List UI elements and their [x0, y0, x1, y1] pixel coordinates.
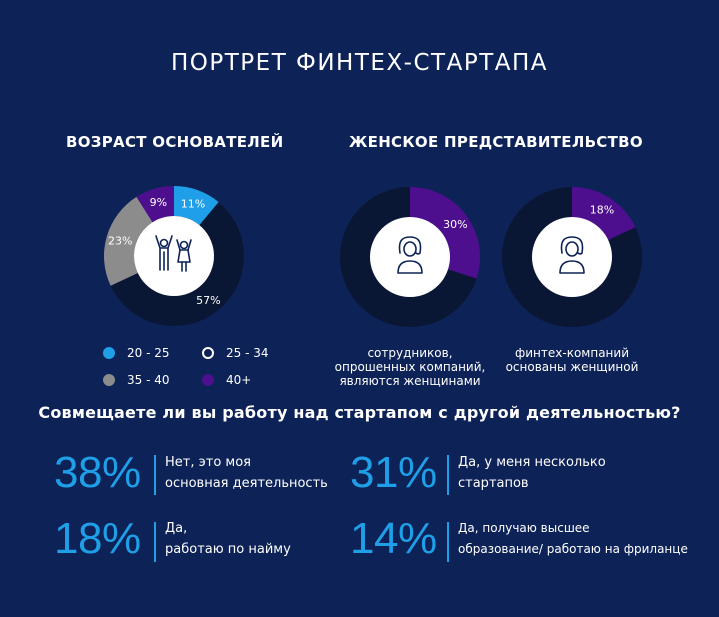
donut-slice-label: 9%	[150, 196, 167, 209]
stat-value-18: 18%	[54, 514, 141, 563]
donut-slice-label: 18%	[590, 204, 614, 217]
age-donut-chart: 11% 57% 23% 9%	[104, 186, 244, 326]
stat-divider	[154, 522, 156, 562]
legend-label: 20 - 25	[127, 346, 170, 360]
legend-label: 25 - 34	[226, 346, 269, 360]
legend-item-20-25: 20 - 25	[103, 346, 170, 360]
female-employees-caption: сотрудников, опрошенных компаний, являют…	[334, 346, 486, 388]
legend-label: 40+	[226, 373, 252, 387]
donut-slice-label: 11%	[181, 197, 205, 210]
donut-slice	[174, 186, 219, 226]
woman-icon	[397, 236, 423, 274]
woman-icon	[559, 236, 585, 274]
donut-slice-label: 30%	[443, 218, 467, 231]
legend-dot-20-25	[103, 347, 115, 359]
female-founders-donut-center	[532, 217, 612, 297]
legend-label: 35 - 40	[127, 373, 170, 387]
donut-slice	[410, 187, 480, 279]
donut-slice	[502, 187, 642, 327]
legend-dot-35-40	[103, 374, 115, 386]
age-donut-center	[134, 216, 214, 296]
legend-item-25-34: 25 - 34	[202, 346, 269, 360]
question-title: Совмещаете ли вы работу над стартапом с …	[38, 403, 681, 422]
people-icon	[155, 235, 192, 272]
stat-text-38: Нет, это моя основная деятельность	[165, 455, 328, 491]
donut-slice	[104, 196, 153, 286]
donut-slice-label: 23%	[108, 234, 132, 247]
female-founders-caption: финтех-компаний основaны женщиной	[505, 346, 639, 374]
female-employees-donut-center	[370, 217, 450, 297]
stat-divider	[447, 455, 449, 495]
age-section-title: ВОЗРАСТ ОСНОВАТЕЛЕЙ	[66, 133, 284, 151]
stat-text-31: Да, у меня несколько стартапов	[458, 455, 606, 491]
donut-slice	[340, 187, 477, 327]
female-employees-donut-chart: 30%	[340, 187, 480, 327]
legend-item-35-40: 35 - 40	[103, 373, 170, 387]
donut-slice-label: 57%	[196, 294, 220, 307]
female-founders-donut-chart: 18%	[502, 187, 642, 327]
page-title: ПОРТРЕТ ФИНТЕХ-СТАРТАПА	[170, 50, 549, 76]
stat-divider	[447, 522, 449, 562]
donut-slice	[110, 202, 244, 326]
donut-slice	[136, 186, 174, 223]
female-section-title: ЖЕНСКОЕ ПРЕДСТАВИТЕЛЬСТВО	[349, 133, 643, 151]
stat-divider	[154, 455, 156, 495]
stat-value-38: 38%	[54, 448, 141, 497]
stat-text-14: Да, получаю высшее образование/ работаю …	[458, 521, 688, 556]
stat-value-14: 14%	[350, 514, 437, 563]
legend-dot-25-34	[202, 347, 214, 359]
stat-value-31: 31%	[350, 448, 437, 497]
stat-text-18: Да, работаю по найму	[165, 521, 291, 557]
legend-dot-40-plus	[202, 374, 214, 386]
donut-slice	[572, 187, 636, 240]
legend-item-40-plus: 40+	[202, 373, 251, 387]
